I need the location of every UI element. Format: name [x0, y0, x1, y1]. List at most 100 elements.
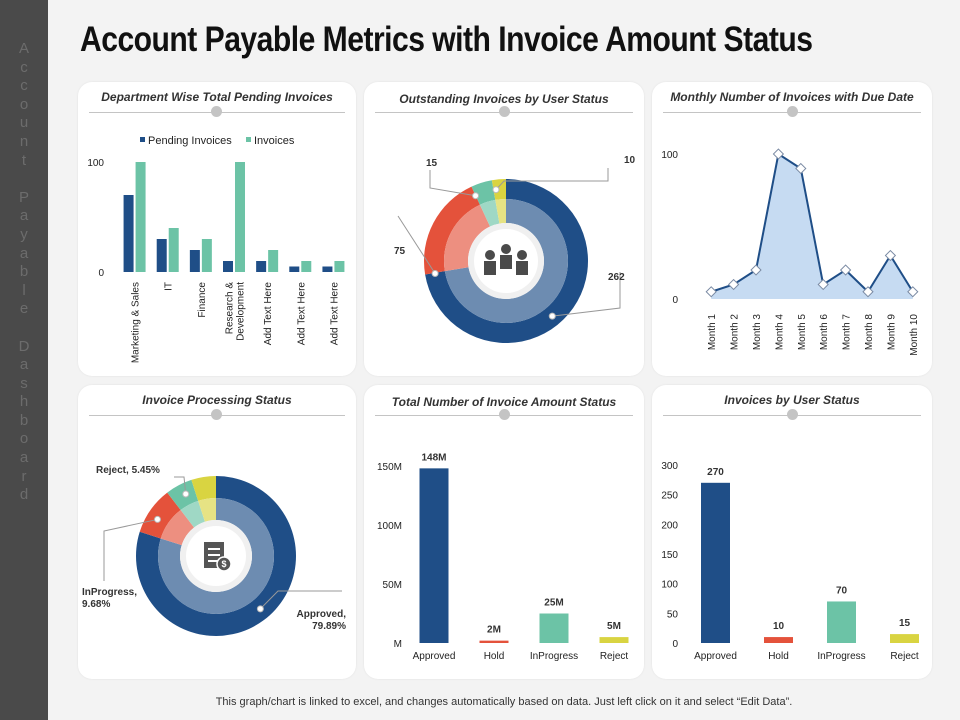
bar-pending: [223, 261, 233, 272]
department-bar-chart[interactable]: Pending Invoices Invoices 0 100 Marketing & …: [78, 82, 356, 376]
x-tick-label: Hold: [768, 651, 789, 662]
x-tick-label: Add Text Here: [329, 282, 340, 346]
sidebar-letter: s: [20, 374, 28, 392]
data-point-marker: [705, 286, 717, 298]
amount-bar-chart[interactable]: M 50M 100M 150M 148M Approved 2M Hold 25M InProgr…: [364, 385, 644, 679]
card-monthly[interactable]: Monthly Number of Invoices with Due Date…: [652, 82, 932, 376]
legend-swatch: [246, 137, 251, 142]
outstanding-donut-chart[interactable]: 262 75 15 10: [364, 82, 644, 376]
bar: [539, 613, 569, 643]
x-tick-label: Month 2: [730, 314, 741, 351]
y-tick-label: 0: [672, 639, 678, 650]
x-tick-label: InProgress: [817, 651, 865, 662]
bar: [419, 468, 449, 643]
y-tick-label: 250: [661, 491, 678, 502]
card-processing[interactable]: Invoice Processing Status $ Approved, 79.8…: [78, 385, 356, 679]
x-tick-label: Month 10: [909, 314, 920, 356]
sidebar-letter: c: [20, 58, 28, 76]
leader-line: [552, 272, 621, 317]
divider-dot: [499, 106, 510, 117]
card-outstanding[interactable]: Outstanding Invoices by User Status 262 7…: [364, 82, 644, 376]
bar-pending: [156, 239, 167, 272]
x-tick-label: Reject: [600, 651, 629, 662]
x-tick-label: Month 9: [886, 314, 897, 351]
donut-slice-inner: [160, 510, 195, 546]
data-label: 10: [773, 621, 785, 632]
user-status-bar-chart[interactable]: 0 50 100 150 200 250 300 270 Approved 10 Hold 70 InP…: [652, 385, 932, 679]
x-tick-label: Research &: [225, 282, 236, 335]
sidebar-letter: P: [18, 188, 29, 206]
bar-invoices: [235, 162, 245, 272]
bar-pending: [322, 266, 333, 272]
data-point-marker: [727, 278, 740, 291]
y-tick-label: 50: [667, 609, 679, 620]
donut-slice-outer: [139, 492, 181, 539]
area-line: [710, 152, 914, 294]
data-point-marker: [907, 286, 919, 298]
data-label: Approved,: [297, 609, 347, 620]
bar: [827, 601, 856, 643]
bar-pending: [256, 261, 267, 272]
sidebar-letter: o: [19, 95, 29, 113]
card-amount[interactable]: Total Number of Invoice Amount Status M 5…: [364, 385, 644, 679]
y-tick-label: 0: [672, 295, 678, 306]
leader-dot: [431, 270, 439, 278]
bar: [599, 637, 629, 643]
card-title: Invoices by User Status: [724, 393, 860, 407]
sidebar-letter: u: [19, 114, 29, 132]
data-label: 15: [426, 158, 438, 169]
y-tick-label: 100M: [377, 521, 402, 532]
data-label: 262: [608, 272, 625, 283]
x-tick-label: Approved: [413, 651, 456, 662]
legend-swatch: [140, 137, 145, 142]
sidebar-letter: a: [19, 244, 29, 262]
bar: [701, 482, 730, 643]
leader-line: [103, 518, 158, 581]
card-title: Total Number of Invoice Amount Status: [391, 395, 617, 409]
processing-donut-chart[interactable]: $ Approved,79.89% InProgress,9.68% Reject, …: [78, 385, 356, 679]
bar-invoices: [135, 162, 146, 272]
sidebar-letter: n: [19, 132, 29, 150]
x-tick-label: Month 8: [864, 314, 875, 351]
card-title: Monthly Number of Invoices with Due Date: [670, 90, 914, 104]
sidebar-letter: [0, 319, 48, 338]
data-label: 148M: [421, 452, 446, 463]
data-label: 25M: [544, 598, 563, 609]
data-label: 70: [836, 585, 848, 596]
data-point-marker: [839, 264, 852, 276]
x-tick-label: IT: [164, 282, 175, 291]
x-tick-label: Approved: [694, 651, 737, 662]
x-tick-label: InProgress: [530, 651, 578, 662]
bar: [890, 634, 919, 643]
data-point-marker: [750, 264, 762, 276]
bar-invoices: [268, 250, 279, 272]
card-department-pending[interactable]: Department Wise Total Pending Invoices P…: [78, 82, 356, 376]
y-tick-label: 0: [98, 268, 104, 279]
donut-slice-inner: [444, 199, 568, 323]
bar-invoices: [168, 228, 179, 272]
data-label: 15: [899, 618, 911, 629]
leader-dot: [472, 192, 480, 200]
donut-slice-inner: [479, 199, 500, 227]
donut-slice-inner: [180, 500, 205, 528]
donut-slice-outer: [424, 186, 480, 275]
x-tick-label: Add Text Here: [263, 282, 274, 346]
leader-dot: [256, 605, 264, 613]
card-user-status[interactable]: Invoices by User Status 0 50 100 150 200 250 3…: [652, 385, 932, 679]
leader-dot: [548, 312, 556, 320]
x-tick-label: Month 6: [819, 314, 830, 351]
card-title: Department Wise Total Pending Invoices: [101, 90, 333, 104]
sidebar-letter: d: [19, 486, 29, 504]
data-label: 270: [707, 467, 724, 478]
sidebar-letter: r: [21, 467, 27, 485]
x-tick-label: Reject: [890, 651, 919, 662]
bar-pending: [189, 250, 200, 272]
divider-dot: [787, 106, 798, 117]
data-label: 2M: [487, 625, 501, 636]
data-label: Reject, 5.45%: [96, 465, 160, 476]
leader-dot: [153, 515, 161, 523]
x-tick-label: Month 4: [774, 314, 785, 351]
